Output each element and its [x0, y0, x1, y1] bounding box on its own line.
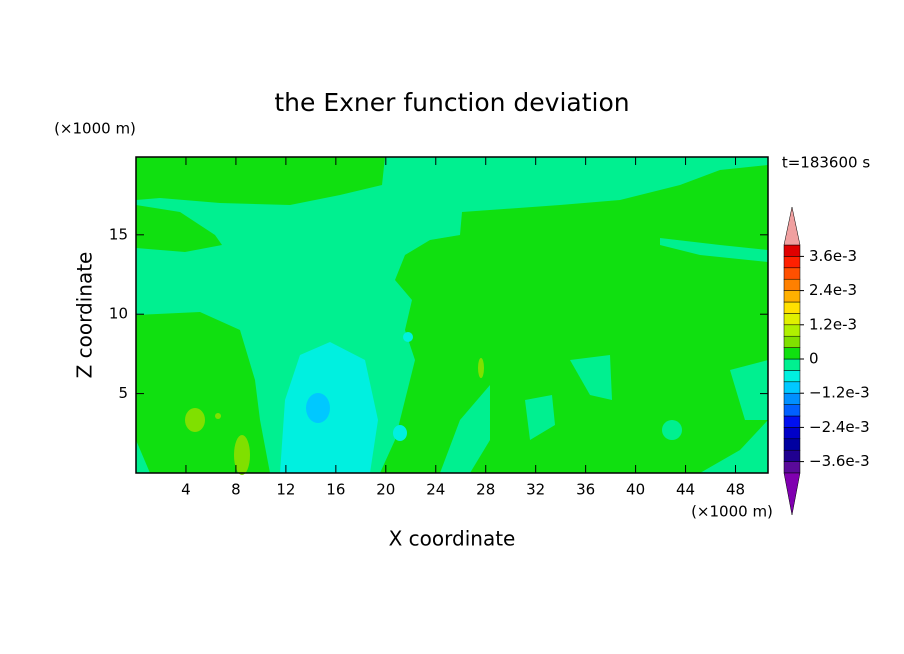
y-tick-label: 5 [118, 384, 128, 402]
colorbar-box [783, 290, 801, 303]
colorbar-box [783, 449, 801, 462]
contour-region [306, 393, 330, 423]
colorbar-tick-label: 3.6e-3 [809, 247, 857, 265]
colorbar-over [783, 206, 801, 246]
contour-region [700, 420, 768, 473]
colorbar-box [783, 438, 801, 451]
colorbar-box [783, 415, 801, 428]
colorbar-box [783, 358, 801, 371]
plot-frame [135, 156, 769, 474]
colorbar-box [783, 324, 801, 337]
colorbar-tick-label: 2.4e-3 [809, 281, 857, 299]
x-tick-label: 16 [326, 481, 345, 499]
colorbar-tick-label: −3.6e-3 [809, 452, 870, 470]
contour-region [440, 385, 490, 473]
y-tick-label: 15 [109, 225, 128, 243]
colorbar-box [783, 381, 801, 394]
x-tick-label: 24 [426, 481, 445, 499]
x-tick-label: 28 [476, 481, 495, 499]
y-tick-label: 10 [109, 305, 128, 323]
contour-region [136, 312, 270, 473]
x-tick-label: 40 [626, 481, 645, 499]
contour-region [730, 360, 768, 420]
x-tick-label: 12 [276, 481, 295, 499]
colorbar-box [783, 301, 801, 314]
x-tick-label: 4 [181, 481, 191, 499]
contour-region [185, 408, 205, 432]
x-axis-label: X coordinate [389, 527, 516, 551]
x-tick-label: 32 [526, 481, 545, 499]
contour-region [660, 238, 768, 262]
x-unit: (×1000 m) [691, 503, 773, 521]
colorbar-box [783, 461, 801, 474]
contour-region [570, 355, 612, 400]
colorbar-box [783, 370, 801, 383]
colorbar-box [783, 313, 801, 326]
x-tick-label: 48 [726, 481, 745, 499]
x-tick-label: 20 [376, 481, 395, 499]
x-tick-label: 44 [676, 481, 695, 499]
colorbar-box [783, 256, 801, 269]
colorbar-tick-label: −2.4e-3 [809, 418, 870, 436]
y-axis-label: Z coordinate [73, 252, 97, 379]
contour-region [478, 358, 484, 378]
time-annotation: t=183600 s [782, 154, 870, 172]
contour-region [403, 332, 413, 342]
contour-region [215, 413, 221, 419]
colorbar-tick-label: 1.2e-3 [809, 315, 857, 333]
contour-field [136, 157, 768, 475]
x-tick-label: 36 [576, 481, 595, 499]
colorbar-box [783, 244, 801, 257]
x-tick-label: 8 [231, 481, 241, 499]
colorbar-box [783, 392, 801, 405]
chart-title: the Exner function deviation [274, 88, 629, 117]
colorbar-tick-label: −1.2e-3 [809, 384, 870, 402]
contour-region [136, 157, 385, 205]
contour-region [525, 395, 555, 440]
colorbar-box [783, 404, 801, 417]
colorbar-box [783, 278, 801, 291]
y-unit: (×1000 m) [54, 120, 136, 138]
contour-region [662, 420, 682, 440]
contour-region [393, 425, 407, 441]
colorbar-box [783, 267, 801, 280]
colorbar-box [783, 347, 801, 360]
colorbar-tick-label: 0 [809, 350, 819, 368]
colorbar-box [783, 427, 801, 440]
colorbar-under [783, 472, 801, 516]
contour-region [136, 205, 222, 252]
colorbar-box [783, 335, 801, 348]
contour-region [234, 435, 250, 475]
